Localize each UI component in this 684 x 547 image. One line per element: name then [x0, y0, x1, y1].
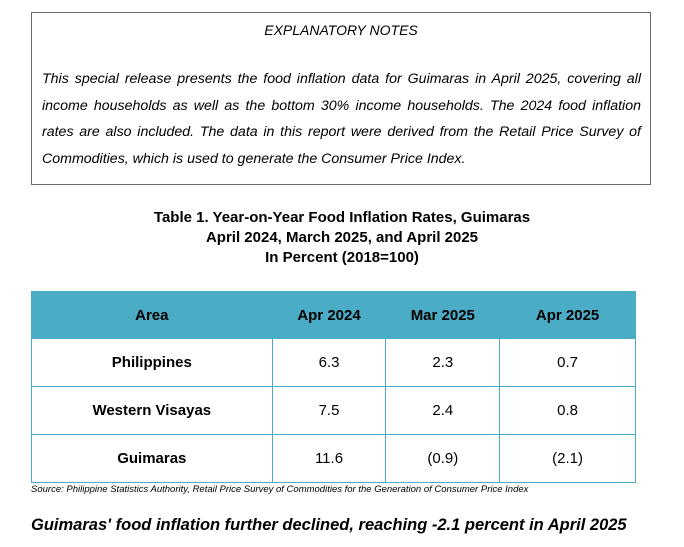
notes-title: EXPLANATORY NOTES — [264, 22, 418, 38]
cell-value: 0.8 — [499, 386, 636, 435]
table-title-line-2: April 2024, March 2025, and April 2025 — [205, 229, 479, 246]
section-headline: Guimaras' food inflation further decline… — [31, 516, 627, 534]
header-area: Area — [31, 291, 273, 339]
table-title-line-1: Table 1. Year-on-Year Food Inflation Rat… — [153, 209, 531, 226]
header-apr-2024: Apr 2024 — [271, 291, 387, 339]
table-title: Table 1. Year-on-Year Food Inflation Rat… — [0, 208, 684, 268]
cell-value: (2.1) — [499, 434, 636, 483]
cell-area: Western Visayas — [31, 386, 273, 435]
explanatory-notes-box: EXPLANATORY NOTES This special release p… — [31, 12, 651, 185]
cell-value: 2.4 — [385, 386, 501, 435]
food-inflation-table: Area Apr 2024 Mar 2025 Apr 2025 Philippi… — [31, 291, 636, 483]
cell-value: 2.3 — [385, 339, 501, 387]
table-source-note: Source: Philippine Statistics Authority,… — [31, 484, 529, 495]
cell-value: 6.3 — [271, 339, 387, 387]
table-header-row: Area Apr 2024 Mar 2025 Apr 2025 — [31, 291, 636, 339]
header-apr-2025: Apr 2025 — [499, 291, 636, 339]
cell-area: Guimaras — [31, 434, 273, 483]
cell-value: 7.5 — [271, 386, 387, 435]
table-row: Western Visayas 7.5 2.4 0.8 — [31, 386, 636, 435]
table-title-line-3: In Percent (2018=100) — [265, 249, 419, 266]
cell-value: 0.7 — [499, 339, 636, 387]
cell-area: Philippines — [31, 339, 273, 387]
header-mar-2025: Mar 2025 — [385, 291, 501, 339]
table-row: Philippines 6.3 2.3 0.7 — [31, 339, 636, 387]
cell-value: (0.9) — [385, 434, 501, 483]
table-row: Guimaras 11.6 (0.9) (2.1) — [31, 434, 636, 483]
notes-body: This special release presents the food i… — [42, 71, 641, 167]
cell-value: 11.6 — [271, 434, 387, 483]
